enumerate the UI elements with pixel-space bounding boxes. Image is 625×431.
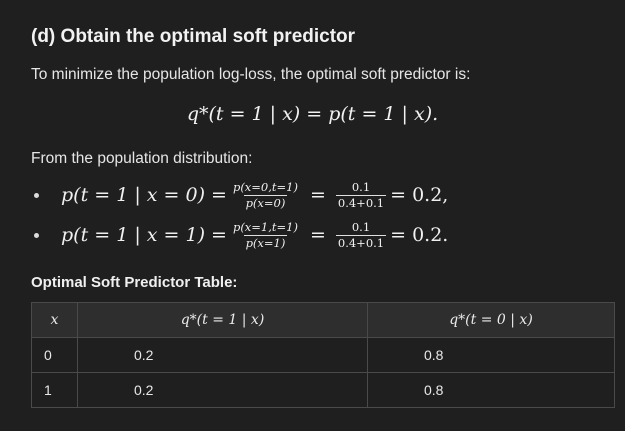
fraction-denominator: p(x=1) — [243, 234, 288, 250]
fraction-numerator: 0.1 — [351, 219, 371, 234]
fraction-denominator: p(x=0) — [243, 194, 288, 210]
fraction-denominator: 0.4+0.1 — [335, 234, 387, 250]
equals-sign: = — [309, 184, 326, 206]
table-cell: 0.2 — [77, 372, 368, 408]
equation-result: = 0.2. — [390, 224, 449, 246]
fraction-denominator: 0.4+0.1 — [335, 194, 387, 210]
header-x: x — [31, 302, 78, 338]
table-cell: 1 — [31, 372, 78, 408]
table-cell: 0.8 — [367, 337, 615, 373]
fraction: p(x=0,t=1) p(x=0) — [231, 179, 300, 210]
equation-lhs: p(t = 1 | x = 1) = — [61, 224, 227, 246]
intro-text: To minimize the population log-loss, the… — [31, 66, 471, 83]
fraction: 0.1 0.4+0.1 — [335, 219, 387, 250]
soft-predictor-table: x q*(t = 1 | x) q*(t = 0 | x) 0 0.2 0.8 … — [31, 302, 615, 408]
equation-lhs: p(t = 1 | x = 0) = — [61, 184, 227, 206]
population-text: From the population distribution: — [31, 150, 253, 167]
table-cell: 0.8 — [367, 372, 615, 408]
bullet-item: p(t = 1 | x = 0) = p(x=0,t=1) p(x=0) = 0… — [31, 178, 448, 212]
fraction: p(x=1,t=1) p(x=1) — [231, 219, 300, 250]
section-heading: (d) Obtain the optimal soft predictor — [31, 26, 356, 47]
display-equation: q*(t = 1 | x) = p(t = 1 | x). — [186, 103, 439, 125]
fraction-numerator: p(x=1,t=1) — [232, 219, 298, 234]
bullet-item: p(t = 1 | x = 1) = p(x=1,t=1) p(x=1) = 0… — [31, 218, 448, 252]
header-q-t0: q*(t = 0 | x) — [367, 302, 615, 338]
table-row: 1 0.2 0.8 — [31, 372, 615, 408]
table-cell: 0 — [31, 337, 78, 373]
header-q-t1: q*(t = 1 | x) — [77, 302, 368, 338]
bullet-dot-icon — [34, 192, 39, 198]
bullet-dot-icon — [34, 232, 39, 238]
fraction-numerator: 0.1 — [351, 179, 371, 194]
equals-sign: = — [309, 224, 326, 246]
fraction: 0.1 0.4+0.1 — [335, 179, 387, 210]
table-title: Optimal Soft Predictor Table: — [31, 274, 238, 291]
fraction-numerator: p(x=0,t=1) — [232, 179, 298, 194]
equation-result: = 0.2, — [390, 184, 449, 206]
table-row: 0 0.2 0.8 — [31, 337, 615, 373]
table-header-row: x q*(t = 1 | x) q*(t = 0 | x) — [31, 302, 615, 338]
table-cell: 0.2 — [77, 337, 368, 373]
